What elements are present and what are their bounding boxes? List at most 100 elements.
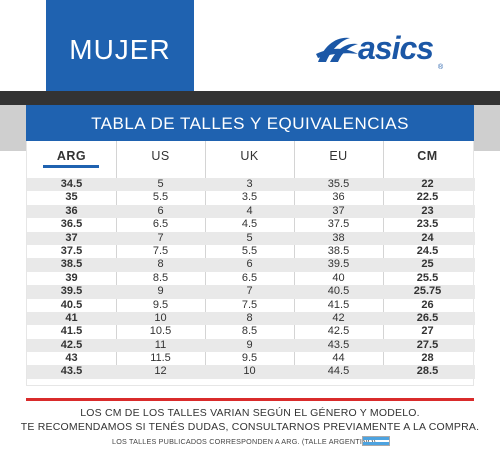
table-title-bar: TABLA DE TALLES Y EQUIVALENCIAS [26, 105, 474, 141]
asics-logo: asics ® [314, 28, 464, 74]
table-cell: 6.5 [241, 271, 258, 284]
table-cell: 36 [332, 191, 345, 204]
table-cell: 5.5 [152, 191, 169, 204]
table-cell: 8.5 [241, 325, 258, 338]
table-cell: 11 [154, 338, 167, 351]
table-row: 43 11.5 9.5 44 28 [27, 352, 475, 365]
table-cell: 7.5 [241, 298, 258, 311]
table-cell: 11.5 [150, 352, 171, 365]
table-row: 41.5 10.5 8.5 42.5 27 [27, 325, 475, 338]
table-cell: 10 [243, 365, 256, 378]
table-cell: 28 [421, 352, 434, 365]
column-header-us: US [151, 149, 170, 163]
table-cell: 41.5 [327, 298, 350, 311]
table-cell: 25 [421, 258, 434, 271]
size-table: ARG US UK EU CM 34.5 5 3 35.5 22 35 5.5 3.5 36 22… [26, 141, 475, 386]
table-cell: 7 [157, 231, 164, 244]
table-cell: 25.5 [416, 271, 439, 284]
table-cell: 40 [332, 271, 345, 284]
table-cell: 37 [65, 231, 78, 244]
table-cell: 44.5 [327, 365, 350, 378]
table-row: 37.5 7.5 5.5 38.5 24.5 [27, 245, 475, 258]
table-cell: 26.5 [416, 311, 439, 324]
table-cell: 9 [246, 338, 253, 351]
table-cell: 4.5 [241, 218, 258, 231]
table-cell: 8 [157, 258, 164, 271]
note-line-1: LOS CM DE LOS TALLES VARIAN SEGÚN EL GÉN… [80, 407, 420, 419]
table-cell: 7.5 [152, 244, 169, 257]
table-cell: 34.5 [60, 178, 83, 190]
table-cell: 10 [154, 311, 167, 324]
footnote: LOS TALLES PUBLICADOS CORRESPONDEN A ARG… [112, 437, 376, 446]
table-row: 42.5 11 9 43.5 27.5 [27, 338, 475, 353]
table-row: 38.5 8 6 39.5 25 [27, 258, 475, 272]
table-cell: 44 [332, 352, 345, 365]
table-cell: 27 [421, 325, 434, 338]
table-row: 39.5 9 7 40.5 25.75 [27, 285, 475, 299]
registered-mark: ® [438, 64, 444, 71]
table-row: 36.5 6.5 4.5 37.5 23.5 [27, 218, 475, 231]
table-cell: 3 [246, 178, 253, 190]
table-cell: 35 [65, 191, 78, 204]
table-cell: 9 [157, 285, 164, 298]
mujer-header-tab: MUJER [46, 0, 194, 91]
table-cell: 7 [246, 285, 253, 298]
arg-header-underline [43, 165, 99, 168]
table-cell: 8 [246, 311, 253, 324]
argentina-flag-icon [362, 436, 390, 446]
table-cell: 38 [332, 231, 345, 244]
table-cell: 9.5 [152, 298, 169, 311]
note-line-2: TE RECOMENDAMOS SI TENÉS DUDAS, CONSULTA… [20, 421, 480, 433]
table-cell: 6.5 [152, 218, 169, 231]
table-cell: 5.5 [241, 244, 258, 257]
column-header-uk: UK [240, 149, 259, 163]
page-title: MUJER [69, 34, 171, 65]
table-cell: 42 [332, 311, 345, 324]
table-cell: 37 [332, 204, 345, 217]
table-cell: 35.5 [327, 178, 350, 190]
table-cell: 22.5 [416, 191, 439, 204]
table-cell: 9.5 [241, 352, 258, 365]
table-cell: 26 [421, 298, 434, 311]
table-cell: 23 [421, 204, 434, 217]
table-cell: 40.5 [60, 298, 83, 311]
table-title: TABLA DE TALLES Y EQUIVALENCIAS [91, 114, 409, 133]
table-cell: 39.5 [327, 258, 350, 271]
asics-wordmark: asics [358, 30, 434, 66]
table-cell: 5 [246, 231, 253, 244]
table-cell: 5 [157, 178, 164, 190]
table-cell: 38.5 [327, 244, 350, 257]
table-row: 37 7 5 38 24 [27, 231, 475, 245]
table-cell: 37.5 [327, 218, 350, 231]
table-row: 36 6 4 37 23 [27, 204, 475, 219]
table-row: 35 5.5 3.5 36 22.5 [27, 191, 475, 204]
red-divider-line [26, 398, 474, 401]
table-cell: 27.5 [416, 338, 439, 351]
table-cell: 4 [246, 204, 253, 217]
table-row: 41 10 8 42 26.5 [27, 311, 475, 326]
table-cell: 42.5 [327, 325, 350, 338]
table-cell: 42.5 [60, 338, 83, 351]
table-cell: 43.5 [327, 338, 350, 351]
table-cell: 28.5 [416, 365, 439, 378]
table-body: 34.5 5 3 35.5 22 35 5.5 3.5 36 22.5 36 6 4 37 23 36.5 6.… [27, 178, 475, 379]
table-cell: 8.5 [152, 271, 169, 284]
table-cell: 12 [154, 365, 167, 378]
table-cell: 41.5 [60, 325, 83, 338]
table-cell: 3.5 [241, 191, 258, 204]
table-cell: 22 [421, 178, 434, 190]
table-cell: 39 [65, 271, 78, 284]
table-row: 39 8.5 6.5 40 25.5 [27, 272, 475, 285]
table-cell: 43 [65, 352, 78, 365]
column-header-cm: CM [417, 149, 438, 163]
table-cell: 43.5 [60, 365, 83, 378]
table-cell: 37.5 [60, 244, 83, 257]
table-cell: 36.5 [60, 218, 83, 231]
table-cell: 23.5 [416, 218, 439, 231]
table-cell: 41 [65, 311, 78, 324]
table-row: 40.5 9.5 7.5 41.5 26 [27, 299, 475, 312]
table-cell: 24.5 [416, 244, 439, 257]
table-cell: 40.5 [327, 285, 350, 298]
column-header-eu: EU [329, 149, 348, 163]
table-cell: 38.5 [60, 258, 83, 271]
